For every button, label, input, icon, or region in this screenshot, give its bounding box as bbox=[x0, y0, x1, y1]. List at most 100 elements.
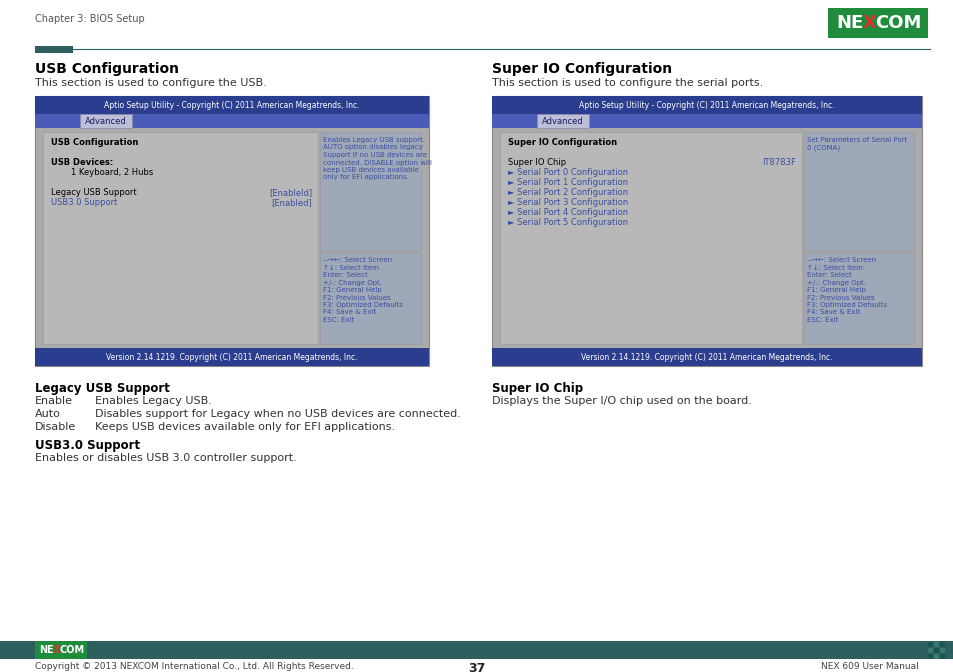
Text: Set Parameters of Serial Port: Set Parameters of Serial Port bbox=[806, 137, 906, 143]
Text: Chapter 3: BIOS Setup: Chapter 3: BIOS Setup bbox=[35, 14, 145, 24]
Bar bbox=[492, 348, 921, 366]
Text: COM: COM bbox=[60, 645, 85, 655]
Bar bbox=[537, 114, 588, 128]
Text: Enables Legacy USB.: Enables Legacy USB. bbox=[95, 396, 212, 406]
Bar bbox=[43, 132, 317, 344]
Bar bbox=[803, 252, 913, 344]
Bar bbox=[35, 641, 87, 659]
Bar bbox=[933, 642, 938, 647]
Text: ► Serial Port 5 Configuration: ► Serial Port 5 Configuration bbox=[507, 218, 627, 227]
Text: Legacy USB Support: Legacy USB Support bbox=[35, 382, 170, 395]
Text: 0 (COMA): 0 (COMA) bbox=[806, 144, 840, 151]
Bar bbox=[827, 8, 927, 38]
Text: Disables support for Legacy when no USB devices are connected.: Disables support for Legacy when no USB … bbox=[95, 409, 460, 419]
Bar bbox=[927, 642, 932, 647]
Text: NE: NE bbox=[835, 14, 862, 32]
Text: [Enabled]: [Enabled] bbox=[271, 198, 312, 207]
Text: 37: 37 bbox=[468, 662, 485, 672]
Text: ► Serial Port 0 Configuration: ► Serial Port 0 Configuration bbox=[507, 168, 627, 177]
Text: 1 Keyboard, 2 Hubs: 1 Keyboard, 2 Hubs bbox=[71, 168, 153, 177]
Text: [Enableld]: [Enableld] bbox=[269, 188, 312, 197]
Text: F4: Save & Exit: F4: Save & Exit bbox=[806, 310, 860, 315]
Text: +/-: Change Opt.: +/-: Change Opt. bbox=[323, 280, 381, 286]
Text: Support if no USB devices are: Support if no USB devices are bbox=[323, 152, 427, 158]
Text: X: X bbox=[53, 645, 60, 655]
Text: This section is used to configure the USB.: This section is used to configure the US… bbox=[35, 78, 267, 88]
Bar bbox=[803, 132, 913, 250]
Text: +/-: Change Opt.: +/-: Change Opt. bbox=[806, 280, 865, 286]
Text: NE: NE bbox=[39, 645, 53, 655]
Bar bbox=[35, 46, 73, 53]
Bar bbox=[319, 252, 420, 344]
Text: Enable: Enable bbox=[35, 396, 73, 406]
Bar bbox=[319, 132, 420, 250]
Text: F4: Save & Exit: F4: Save & Exit bbox=[323, 310, 375, 315]
Text: Enter: Select: Enter: Select bbox=[323, 272, 367, 278]
Text: ► Serial Port 1 Configuration: ► Serial Port 1 Configuration bbox=[507, 178, 627, 187]
Text: USB Configuration: USB Configuration bbox=[35, 62, 179, 76]
Text: IT8783F: IT8783F bbox=[761, 158, 795, 167]
Text: only for EFI applications.: only for EFI applications. bbox=[323, 175, 409, 181]
Bar bbox=[35, 348, 429, 366]
Text: ESC: Exit: ESC: Exit bbox=[806, 317, 838, 323]
Text: Aptio Setup Utility - Copyright (C) 2011 American Megatrends, Inc.: Aptio Setup Utility - Copyright (C) 2011… bbox=[578, 101, 834, 110]
Bar bbox=[927, 654, 932, 659]
Text: ↑↓: Select Item: ↑↓: Select Item bbox=[323, 265, 378, 271]
Bar bbox=[492, 114, 921, 128]
Bar bbox=[939, 642, 944, 647]
Text: Auto: Auto bbox=[35, 409, 61, 419]
Text: X: X bbox=[862, 14, 876, 32]
Text: USB3.0 Support: USB3.0 Support bbox=[35, 439, 140, 452]
Text: Keeps USB devices available only for EFI applications.: Keeps USB devices available only for EFI… bbox=[95, 422, 395, 432]
Text: USB Configuration: USB Configuration bbox=[51, 138, 138, 147]
Text: ESC: Exit: ESC: Exit bbox=[323, 317, 354, 323]
Text: connected. DISABLE option will: connected. DISABLE option will bbox=[323, 159, 432, 165]
Bar bbox=[35, 96, 429, 366]
Text: Copyright © 2013 NEXCOM International Co., Ltd. All Rights Reserved.: Copyright © 2013 NEXCOM International Co… bbox=[35, 662, 354, 671]
Bar bbox=[939, 648, 944, 653]
Bar bbox=[492, 96, 921, 366]
Text: COM: COM bbox=[874, 14, 921, 32]
Text: --→←: Select Screen: --→←: Select Screen bbox=[806, 257, 875, 263]
Text: Aptio Setup Utility - Copyright (C) 2011 American Megatrends, Inc.: Aptio Setup Utility - Copyright (C) 2011… bbox=[104, 101, 359, 110]
Bar bbox=[35, 114, 429, 128]
Text: F3: Optimized Defaults: F3: Optimized Defaults bbox=[323, 302, 402, 308]
Text: Advanced: Advanced bbox=[541, 116, 583, 126]
Text: Enter: Select: Enter: Select bbox=[806, 272, 851, 278]
Bar bbox=[933, 654, 938, 659]
Text: F3: Optimized Defaults: F3: Optimized Defaults bbox=[806, 302, 886, 308]
Bar bbox=[939, 654, 944, 659]
Bar bbox=[499, 132, 801, 344]
Text: --→←: Select Screen: --→←: Select Screen bbox=[323, 257, 392, 263]
Text: Enables Legacy USB support.: Enables Legacy USB support. bbox=[323, 137, 424, 143]
Text: Enables or disables USB 3.0 controller support.: Enables or disables USB 3.0 controller s… bbox=[35, 453, 296, 463]
Text: Displays the Super I/O chip used on the board.: Displays the Super I/O chip used on the … bbox=[492, 396, 751, 406]
Text: F2: Previous Values: F2: Previous Values bbox=[323, 294, 390, 300]
Text: ► Serial Port 2 Configuration: ► Serial Port 2 Configuration bbox=[507, 188, 627, 197]
Text: Disable: Disable bbox=[35, 422, 76, 432]
Text: Super IO Configuration: Super IO Configuration bbox=[507, 138, 617, 147]
Text: Super IO Configuration: Super IO Configuration bbox=[492, 62, 672, 76]
Text: ↑↓: Select Item: ↑↓: Select Item bbox=[806, 265, 862, 271]
Text: ► Serial Port 3 Configuration: ► Serial Port 3 Configuration bbox=[507, 198, 628, 207]
Bar bbox=[80, 114, 132, 128]
Text: F1: General Help: F1: General Help bbox=[806, 287, 864, 293]
Text: This section is used to configure the serial ports.: This section is used to configure the se… bbox=[492, 78, 762, 88]
Text: Version 2.14.1219. Copyright (C) 2011 American Megatrends, Inc.: Version 2.14.1219. Copyright (C) 2011 Am… bbox=[580, 353, 832, 362]
Text: AUTO option disables legacy: AUTO option disables legacy bbox=[323, 144, 422, 151]
Text: ► Serial Port 4 Configuration: ► Serial Port 4 Configuration bbox=[507, 208, 627, 217]
Bar bbox=[35, 96, 429, 114]
Text: Super IO Chip: Super IO Chip bbox=[492, 382, 582, 395]
Text: USB3.0 Support: USB3.0 Support bbox=[51, 198, 117, 207]
Text: F1: General Help: F1: General Help bbox=[323, 287, 381, 293]
Text: Super IO Chip: Super IO Chip bbox=[507, 158, 565, 167]
Text: keep USB devices available: keep USB devices available bbox=[323, 167, 418, 173]
Text: F2: Previous Values: F2: Previous Values bbox=[806, 294, 874, 300]
Text: Version 2.14.1219. Copyright (C) 2011 American Megatrends, Inc.: Version 2.14.1219. Copyright (C) 2011 Am… bbox=[106, 353, 357, 362]
Text: NEX 609 User Manual: NEX 609 User Manual bbox=[821, 662, 918, 671]
Bar bbox=[927, 648, 932, 653]
Text: USB Devices:: USB Devices: bbox=[51, 158, 113, 167]
Bar bbox=[933, 648, 938, 653]
Bar bbox=[0, 641, 953, 659]
Text: Legacy USB Support: Legacy USB Support bbox=[51, 188, 136, 197]
